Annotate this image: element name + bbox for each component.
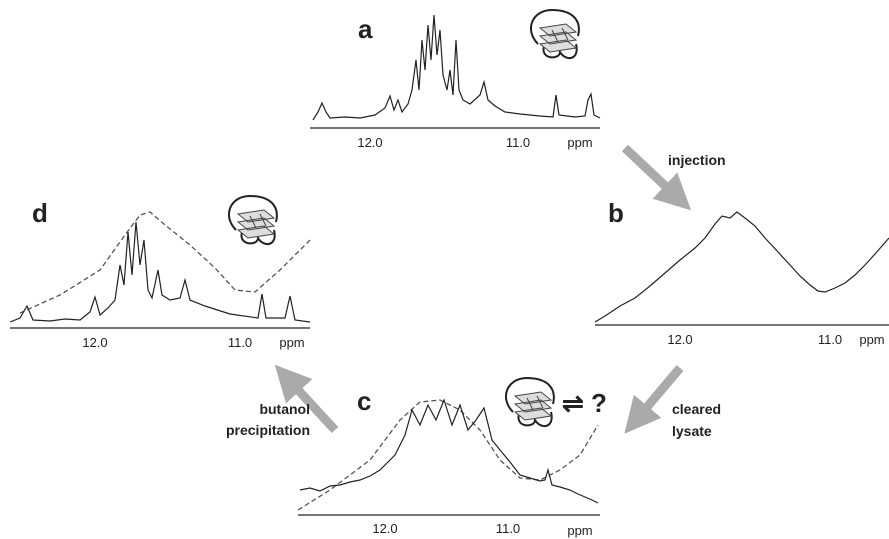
panel-label: d (32, 198, 48, 228)
arrow-label: lysate (672, 423, 712, 439)
unit-label: ppm (279, 335, 304, 350)
spectrum (594, 211, 889, 323)
dashed-spectrum (19, 211, 311, 314)
quadruplex-icon (227, 195, 278, 246)
tick-label: 12.0 (82, 335, 107, 350)
arrow-label: injection (668, 152, 726, 168)
spectrum (299, 398, 599, 504)
tick-label: 11.0 (506, 135, 530, 150)
arrow-label: butanol (259, 401, 310, 417)
tick-label: 12.0 (667, 332, 692, 347)
arrow (624, 365, 684, 434)
quadruplex-icon (504, 377, 555, 428)
spectrum (9, 221, 311, 323)
panel-d: d 12.0 11.0 ppm (9, 195, 311, 350)
panel-label: c (357, 386, 371, 416)
annotation: ⇌ ? (562, 388, 607, 418)
tick-label: 11.0 (818, 332, 842, 347)
unit-label: ppm (859, 332, 884, 347)
arrow-label: precipitation (226, 422, 310, 438)
arrow (621, 144, 692, 211)
dashed-spectrum (297, 399, 599, 511)
quadruplex-icon (529, 9, 580, 60)
panel-label: a (358, 14, 373, 44)
panel-c: c ⇌ ? 12.0 11.0 ppm (297, 377, 607, 538)
tick-label: 11.0 (496, 521, 520, 536)
tick-label: 12.0 (357, 135, 382, 150)
tick-label: 11.0 (228, 335, 252, 350)
panel-a: a 12.0 11.0 ppm (310, 9, 601, 150)
tick-label: 12.0 (372, 521, 397, 536)
panel-label: b (608, 198, 624, 228)
spectrum (312, 14, 601, 121)
unit-label: ppm (567, 523, 592, 538)
arrow (274, 364, 339, 434)
unit-label: ppm (567, 135, 592, 150)
arrow-label: cleared (672, 401, 721, 417)
panel-b: b 12.0 11.0 ppm (594, 198, 889, 347)
